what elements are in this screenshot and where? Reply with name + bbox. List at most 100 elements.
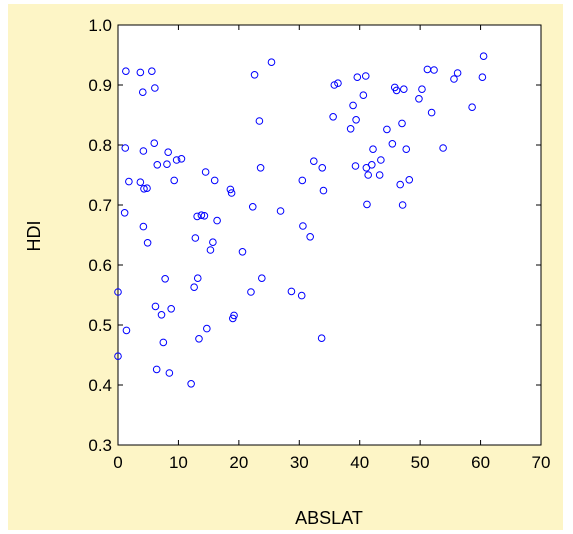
data-point [368, 161, 376, 169]
data-point [439, 144, 447, 152]
data-point [226, 185, 235, 194]
data-point [377, 156, 385, 164]
data-point [430, 66, 438, 74]
data-point [151, 84, 159, 92]
data-point [427, 108, 436, 117]
data-point [187, 380, 195, 388]
y-tick-label: 0.6 [88, 256, 112, 275]
data-point [258, 274, 266, 283]
data-point [352, 116, 360, 124]
y-tick-label: 0.4 [88, 376, 112, 395]
x-tick-label: 10 [169, 453, 188, 472]
data-point [164, 148, 172, 156]
data-point [230, 311, 238, 320]
data-point [334, 79, 342, 87]
data-point [125, 177, 133, 186]
data-point [478, 73, 487, 81]
data-point [309, 157, 318, 165]
data-point [256, 164, 265, 172]
data-point [163, 160, 171, 168]
y-tick-label: 0.5 [88, 316, 112, 335]
y-tick-label: 1.0 [88, 16, 112, 35]
data-point [139, 147, 148, 155]
x-tick-label: 40 [350, 453, 369, 472]
x-tick-label: 0 [113, 453, 122, 472]
data-point [276, 207, 285, 215]
data-point [468, 103, 476, 111]
data-point [213, 216, 221, 225]
data-point [203, 324, 211, 333]
data-point [369, 145, 377, 153]
data-point [398, 119, 406, 128]
data-point [318, 164, 327, 172]
data-point [415, 95, 423, 103]
data-point [418, 85, 426, 93]
data-point [375, 171, 384, 179]
data-point [351, 162, 360, 170]
data-point [383, 125, 391, 134]
data-point [114, 352, 122, 361]
data-point [319, 186, 328, 195]
data-point [297, 291, 306, 300]
data-point [165, 369, 174, 377]
data-point [122, 67, 130, 75]
scatter-plot: 0.3 0.4 0.5 0.6 0.7 0.8 0.9 1.0 0 10 20 30 40 50 60 70… [24, 16, 551, 528]
data-point [238, 248, 247, 256]
data-point [388, 140, 397, 148]
data-point [120, 209, 129, 217]
data-point [172, 156, 181, 164]
data-point [122, 326, 131, 335]
data-point [210, 176, 219, 185]
data-point [170, 176, 178, 185]
data-point [247, 288, 255, 296]
data-point [136, 178, 145, 186]
data-point [150, 139, 159, 147]
data-point [317, 334, 326, 343]
data-point [193, 274, 202, 283]
y-axis-title: HDI [24, 221, 44, 252]
data-point [398, 201, 407, 209]
data-point [209, 238, 217, 246]
data-point [197, 211, 206, 219]
data-point [152, 365, 161, 374]
data-point [353, 73, 362, 81]
data-point [255, 117, 264, 125]
data-point [298, 176, 307, 185]
data-point [227, 189, 236, 197]
data-point [405, 176, 414, 184]
data-point [206, 246, 215, 254]
data-point [200, 212, 209, 220]
data-point [121, 144, 130, 152]
data-point [140, 185, 148, 193]
data-point [287, 287, 296, 296]
data-point [363, 200, 371, 209]
data-point [143, 184, 151, 192]
data-point [361, 72, 370, 80]
data-point [167, 305, 175, 313]
data-point [159, 338, 168, 347]
data-point [151, 302, 160, 311]
data-point [191, 234, 200, 242]
data-point [299, 222, 307, 230]
data-point [392, 86, 401, 95]
data-point [157, 311, 166, 319]
data-point [250, 71, 259, 79]
data-point [139, 222, 148, 231]
data-point [330, 81, 339, 89]
data-point [306, 233, 314, 241]
data-point [364, 171, 372, 179]
data-point [400, 85, 408, 93]
data-point [161, 275, 169, 283]
data-point [136, 68, 145, 77]
x-tick-label: 70 [532, 453, 551, 472]
data-point [396, 180, 405, 189]
x-tick-label: 50 [411, 453, 430, 472]
data-point [148, 67, 156, 75]
data-point [143, 239, 152, 247]
plot-area [117, 24, 542, 446]
data-point [453, 69, 462, 77]
data-point [201, 168, 210, 176]
data-point [329, 113, 337, 121]
data-point [267, 58, 276, 67]
data-point [138, 88, 147, 96]
